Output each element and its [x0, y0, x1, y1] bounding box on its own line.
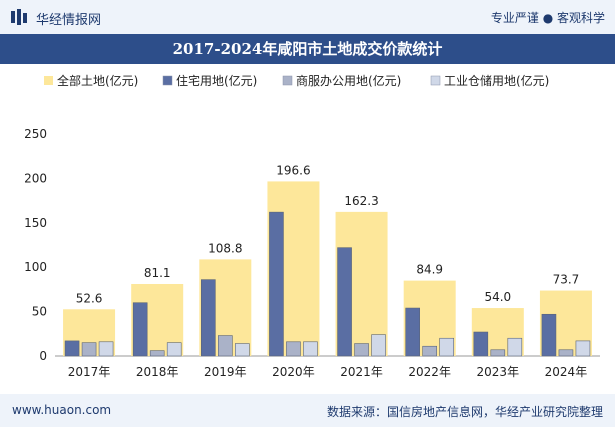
- bar-series3-3: [218, 335, 233, 357]
- bar-series3-7: [490, 349, 506, 357]
- x-tick-label-2: 2018年: [136, 365, 179, 379]
- x-tick-label-8: 2024年: [545, 365, 588, 379]
- y-tick-label: 50: [32, 305, 47, 319]
- chart-title: 2017-2024年咸阳市土地成交价款统计: [172, 40, 443, 58]
- bar-series3-4: [286, 341, 301, 357]
- legend-label-2: 住宅用地(亿元): [176, 73, 257, 88]
- bar-series2-7: [473, 331, 489, 357]
- bar-series4-5: [371, 334, 386, 357]
- data-label-5: 162.3: [344, 194, 378, 208]
- x-tick-label-7: 2023年: [477, 365, 520, 379]
- footer-bar: [0, 394, 615, 427]
- x-tick-label-5: 2021年: [340, 365, 383, 379]
- data-label-3: 108.8: [208, 241, 242, 255]
- bar-series2-1: [64, 340, 80, 357]
- bar-series4-6: [439, 337, 454, 357]
- bar-series3-1: [81, 342, 97, 357]
- bar-series3-2: [149, 350, 165, 357]
- bar-series3-6: [422, 345, 437, 357]
- bar-series3-5: [354, 343, 369, 357]
- bar-series2-5: [337, 247, 352, 357]
- y-tick-label: 150: [24, 216, 47, 230]
- bar-series2-6: [405, 307, 420, 357]
- brand-name[interactable]: 华经情报网: [36, 13, 102, 28]
- legend-swatch-2: [162, 75, 173, 86]
- tagline: 专业严谨 ● 客观科学: [490, 11, 605, 25]
- brand-logo-icon: [11, 9, 27, 25]
- y-tick-label: 250: [24, 127, 47, 141]
- data-label-8: 73.7: [553, 273, 580, 287]
- bar-series4-1: [98, 341, 114, 357]
- legend-swatch-4: [430, 75, 441, 86]
- y-tick-label: 200: [24, 171, 47, 185]
- bar-series2-4: [269, 211, 284, 357]
- bar-series4-7: [507, 337, 523, 357]
- data-source: 数据来源：国信房地产信息网，华经产业研究院整理: [326, 405, 603, 419]
- title-bar: [0, 34, 615, 64]
- data-label-6: 84.9: [416, 263, 443, 277]
- legend-label-4: 工业仓储用地(亿元): [444, 73, 549, 88]
- bar-series4-4: [303, 341, 318, 357]
- bar-series4-2: [166, 342, 182, 357]
- x-tick-label-1: 2017年: [68, 365, 111, 379]
- bar-series2-8: [541, 313, 557, 357]
- x-tick-label-4: 2020年: [272, 365, 315, 379]
- data-label-7: 54.0: [484, 290, 511, 304]
- legend-label-1: 全部土地(亿元): [57, 73, 138, 88]
- bar-series4-3: [235, 343, 250, 357]
- legend-label-3: 商服办公用地(亿元): [296, 73, 401, 88]
- data-label-2: 81.1: [144, 266, 171, 280]
- legend-swatch-3: [282, 75, 293, 86]
- bar-series3-8: [558, 349, 574, 357]
- bar-series4-8: [575, 340, 591, 357]
- x-tick-label-6: 2022年: [408, 365, 451, 379]
- y-tick-label: 100: [24, 260, 47, 274]
- legend-swatch-1: [44, 76, 53, 85]
- header-bar: [0, 0, 615, 34]
- bar-series2-2: [132, 302, 148, 357]
- x-tick-label-3: 2019年: [204, 365, 247, 379]
- bar-series2-3: [201, 279, 216, 357]
- data-label-1: 52.6: [76, 291, 103, 305]
- y-tick-label: 0: [39, 349, 47, 363]
- site-url[interactable]: www.huaon.com: [12, 403, 112, 417]
- data-label-4: 196.6: [276, 163, 310, 177]
